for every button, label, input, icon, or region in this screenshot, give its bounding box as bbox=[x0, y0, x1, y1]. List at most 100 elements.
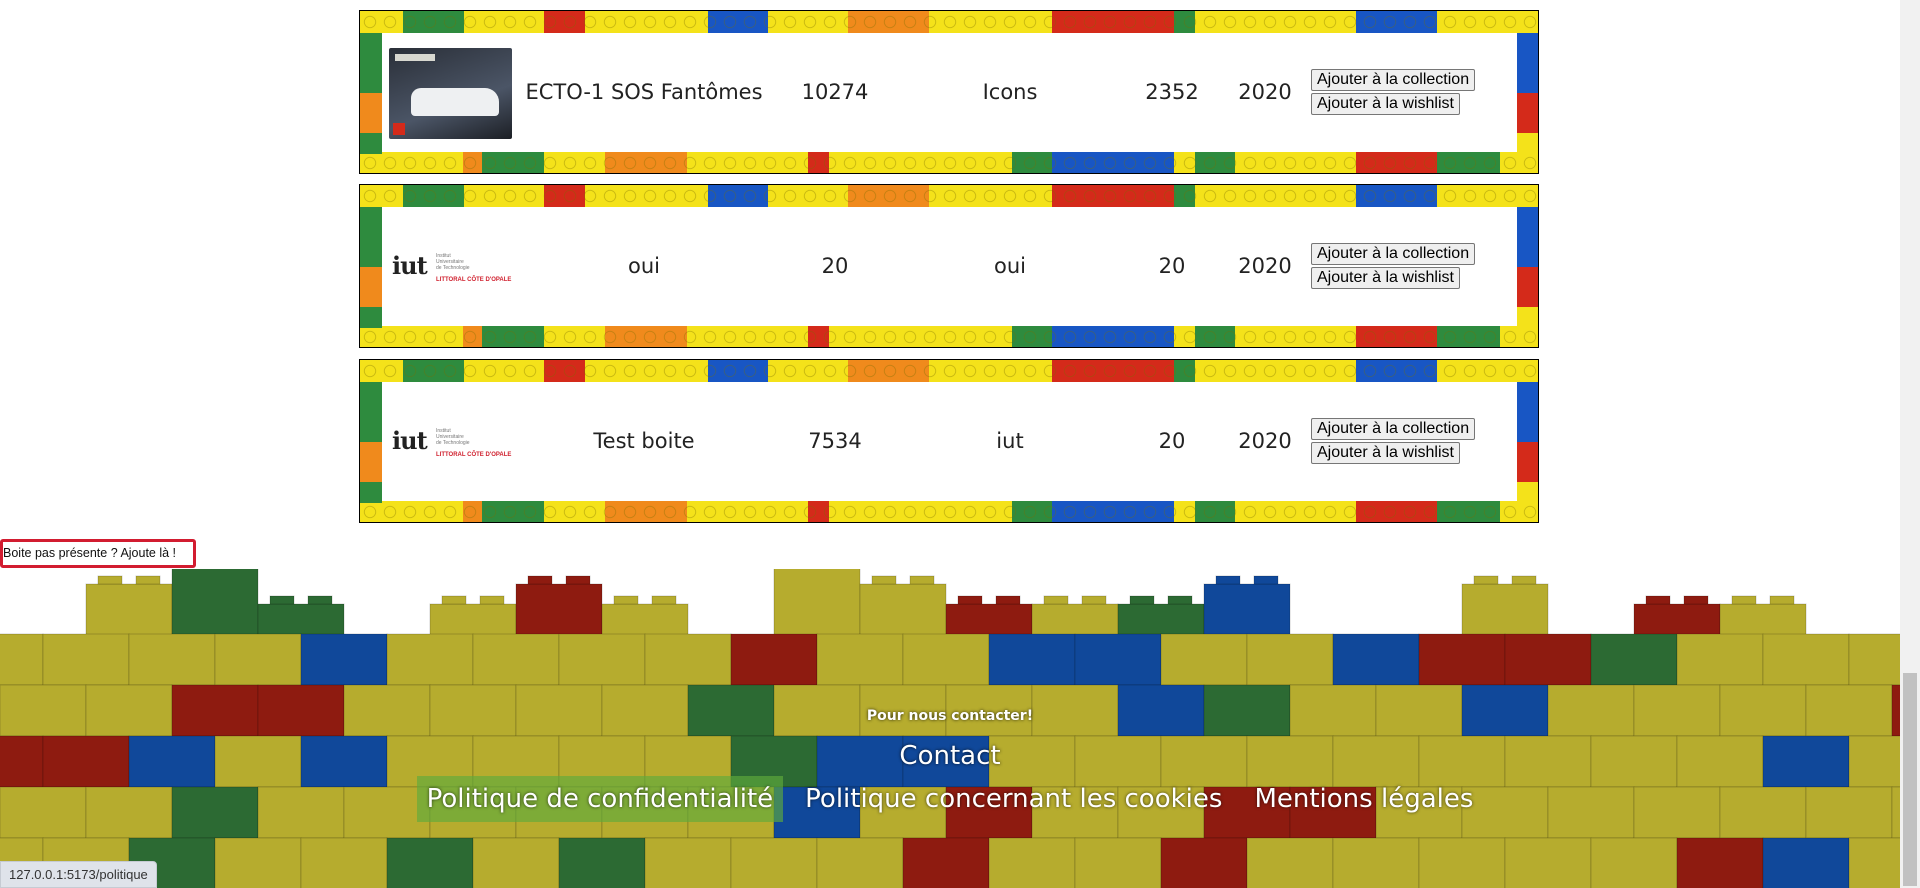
border-brick bbox=[848, 360, 931, 382]
wall-brick bbox=[515, 583, 603, 636]
wall-brick bbox=[386, 837, 474, 888]
wall-stud bbox=[527, 575, 553, 585]
card-number: 10274 bbox=[801, 80, 869, 104]
wall-stud bbox=[871, 575, 897, 585]
wall-brick bbox=[1461, 786, 1549, 839]
wall-brick bbox=[1332, 633, 1420, 686]
border-brick bbox=[462, 501, 484, 522]
border-brick bbox=[585, 360, 709, 382]
border-brick bbox=[543, 501, 606, 522]
wall-brick bbox=[1633, 786, 1721, 839]
border-brick bbox=[360, 360, 382, 382]
wall-brick bbox=[644, 633, 732, 686]
wall-stud bbox=[307, 595, 333, 605]
border-brick bbox=[462, 326, 484, 347]
card-theme: oui bbox=[994, 254, 1026, 278]
card-button[interactable]: Ajouter à la collection bbox=[1311, 69, 1476, 91]
footer-link[interactable]: Mentions légales bbox=[1254, 784, 1474, 814]
wall-brick bbox=[1375, 786, 1463, 839]
card-year: 2020 bbox=[1238, 80, 1292, 104]
border-studs bbox=[360, 153, 1538, 173]
border-brick bbox=[1517, 307, 1538, 328]
border-brick bbox=[1051, 185, 1175, 207]
card-year: 2020 bbox=[1238, 254, 1292, 278]
border-brick bbox=[1194, 360, 1358, 382]
card-button[interactable]: Ajouter à la collection bbox=[1311, 418, 1476, 440]
border-brick bbox=[1517, 154, 1538, 173]
wall-stud bbox=[479, 595, 505, 605]
add-box-link[interactable]: Boite pas présente ? Ajoute là ! bbox=[0, 539, 196, 568]
card-button[interactable]: Ajouter à la wishlist bbox=[1311, 267, 1460, 289]
wall-brick bbox=[1504, 633, 1592, 686]
wall-stud bbox=[1731, 595, 1757, 605]
border-brick bbox=[360, 326, 464, 347]
border-brick bbox=[1356, 360, 1439, 382]
card-name: oui bbox=[628, 254, 660, 278]
border-brick bbox=[1051, 360, 1175, 382]
wall-brick bbox=[1848, 837, 1900, 888]
border-brick bbox=[1174, 360, 1196, 382]
card-name: ECTO-1 SOS Fantômes bbox=[525, 80, 763, 104]
border-brick bbox=[360, 33, 382, 93]
scrollbar-thumb[interactable] bbox=[1903, 673, 1917, 886]
wall-stud bbox=[1253, 575, 1279, 585]
border-brick bbox=[1437, 152, 1501, 173]
wall-brick bbox=[1762, 837, 1850, 888]
border-brick bbox=[1517, 33, 1538, 93]
wall-brick bbox=[1203, 786, 1291, 839]
border-brick bbox=[707, 11, 769, 33]
wall-brick bbox=[343, 786, 431, 839]
wall-brick bbox=[1375, 684, 1463, 737]
border-brick bbox=[543, 360, 587, 382]
card-button[interactable]: Ajouter à la wishlist bbox=[1311, 93, 1460, 115]
card-year: 2020 bbox=[1238, 429, 1292, 453]
border-brick bbox=[585, 185, 709, 207]
status-bar: 127.0.0.1:5173/politique bbox=[0, 861, 157, 888]
card-theme: iut bbox=[996, 429, 1024, 453]
border-brick bbox=[1517, 267, 1538, 307]
border-brick bbox=[1437, 326, 1501, 347]
border-brick bbox=[1174, 185, 1196, 207]
border-brick bbox=[360, 152, 464, 173]
border-brick bbox=[1235, 326, 1358, 347]
border-brick bbox=[1194, 185, 1358, 207]
wall-brick bbox=[1590, 837, 1678, 888]
wall-brick bbox=[300, 735, 388, 788]
wall-brick bbox=[1590, 633, 1678, 686]
border-brick bbox=[360, 11, 382, 33]
wall-brick bbox=[1891, 684, 1900, 737]
border-brick bbox=[828, 152, 1014, 173]
wall-brick bbox=[42, 633, 130, 686]
border-brick bbox=[1437, 501, 1501, 522]
border-brick bbox=[402, 185, 466, 207]
card-button[interactable]: Ajouter à la collection bbox=[1311, 243, 1476, 265]
logo-mark: iut bbox=[392, 426, 428, 455]
footer-link[interactable]: Politique de confidentialité bbox=[416, 776, 784, 822]
card-button[interactable]: Ajouter à la wishlist bbox=[1311, 442, 1460, 464]
border-brick bbox=[464, 360, 545, 382]
wall-brick bbox=[816, 837, 904, 888]
border-brick bbox=[1517, 360, 1538, 382]
wall-brick bbox=[1805, 786, 1893, 839]
border-brick bbox=[686, 152, 809, 173]
wall-brick bbox=[1676, 837, 1764, 888]
border-brick bbox=[360, 328, 382, 347]
wall-brick bbox=[1633, 684, 1721, 737]
card-body bbox=[382, 382, 1517, 501]
border-brick bbox=[1051, 326, 1175, 347]
wall-stud bbox=[1081, 595, 1107, 605]
wall-brick bbox=[1848, 735, 1900, 788]
border-brick bbox=[686, 326, 809, 347]
card-number: 7534 bbox=[808, 429, 862, 453]
wall-brick bbox=[1762, 735, 1850, 788]
footer-link[interactable]: Politique concernant les cookies bbox=[805, 784, 1223, 814]
card-pieces: 20 bbox=[1158, 254, 1186, 278]
wall-brick bbox=[601, 603, 689, 636]
border-brick bbox=[767, 360, 850, 382]
contact-link[interactable]: Contact bbox=[899, 741, 1001, 771]
wall-brick bbox=[1289, 786, 1377, 839]
border-brick bbox=[1356, 152, 1439, 173]
wall-brick bbox=[257, 684, 345, 737]
wall-stud bbox=[441, 595, 467, 605]
border-brick bbox=[707, 360, 769, 382]
